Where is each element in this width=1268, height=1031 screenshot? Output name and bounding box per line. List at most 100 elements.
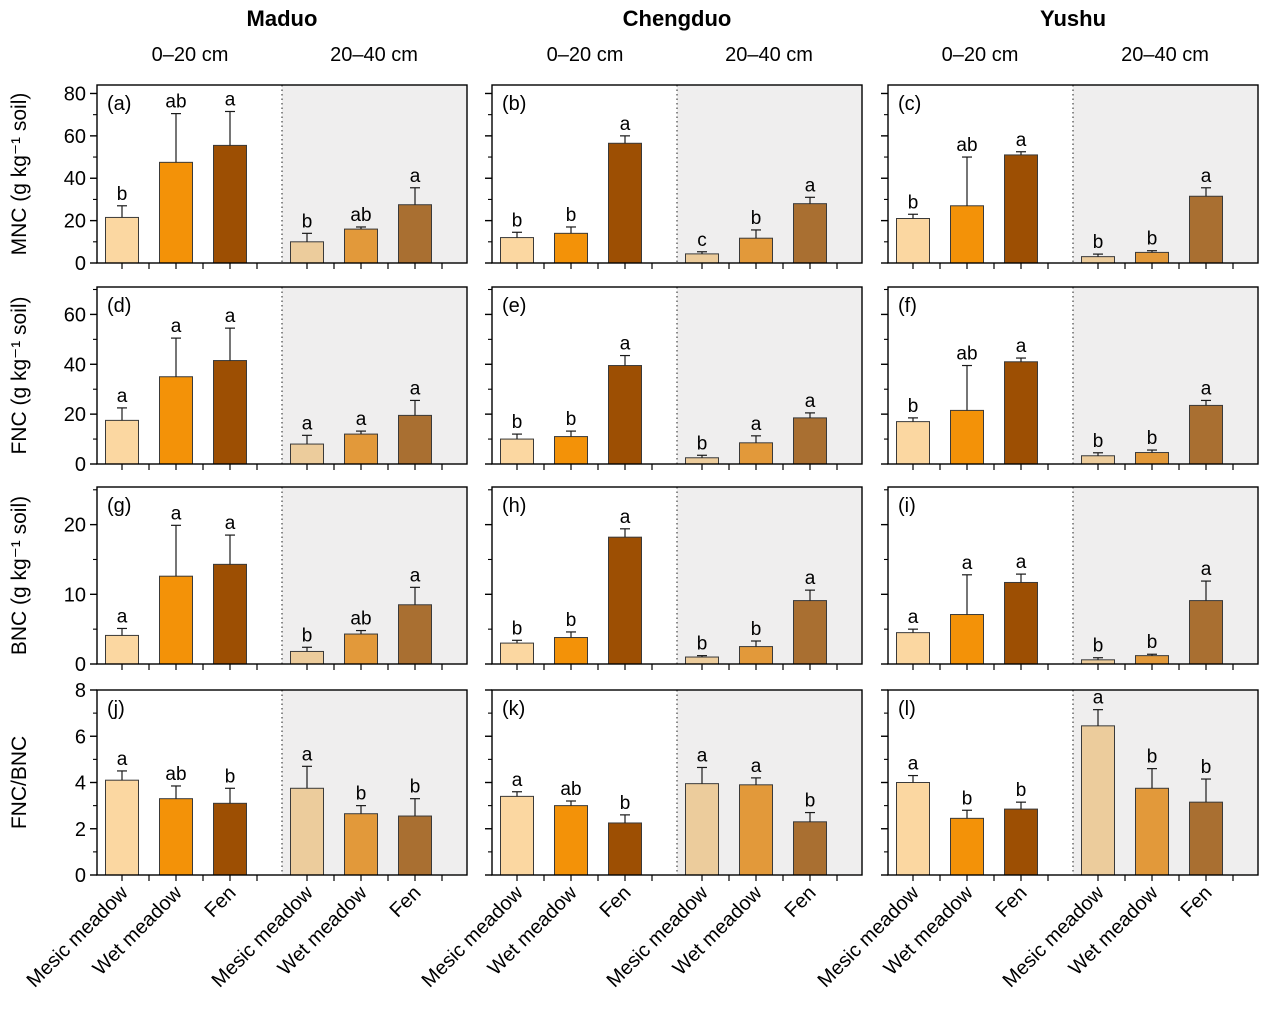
bar-fen [213, 144, 247, 264]
bar-fen [608, 822, 642, 876]
significance-letter: a [908, 754, 919, 775]
significance-letter: a [908, 607, 919, 628]
panel-border [491, 286, 863, 465]
bar-mesic-meadow [685, 656, 719, 665]
significance-letter: b [908, 192, 919, 213]
significance-letter: a [620, 334, 631, 355]
bar-mesic-meadow [105, 419, 139, 465]
panel-d: 0 20 40 60 a a a a a a (d) [64, 286, 468, 476]
panel-h: b b a b b a (h) [485, 486, 863, 670]
significance-letter: b [1147, 747, 1158, 768]
bar-wet-meadow [1135, 452, 1169, 465]
significance-letter: a [302, 744, 313, 765]
significance-letter: b [512, 618, 523, 639]
depth-header-yushu-0-20: 0–20 cm [941, 44, 1019, 66]
significance-letter: b [117, 184, 128, 205]
bar-fen [1004, 361, 1038, 465]
depth-shade-20-40 [1073, 487, 1258, 664]
site-header-chengduo: Chengduo [622, 6, 732, 31]
bar-fen [1189, 600, 1223, 665]
significance-letter: a [171, 316, 182, 337]
depth-header-maduo-0-20: 0–20 cm [151, 44, 229, 66]
significance-letter: b [356, 784, 367, 805]
panel-border [887, 84, 1259, 264]
significance-letter: a [117, 749, 128, 770]
significance-letter: a [1093, 688, 1104, 709]
bar-wet-meadow [554, 436, 588, 465]
significance-letter: a [1016, 552, 1027, 573]
significance-letter: b [225, 766, 236, 787]
significance-letter: b [566, 409, 577, 430]
bar-mesic-meadow [685, 783, 719, 876]
panel-border [96, 689, 468, 876]
y-tick-label: 60 [64, 126, 86, 148]
bar-wet-meadow [1135, 251, 1169, 264]
significance-letter: a [1016, 130, 1027, 151]
panel-letter: (i) [898, 495, 916, 517]
significance-letter: ab [165, 92, 186, 113]
panel-border [96, 84, 468, 264]
panel-border [887, 689, 1259, 876]
significance-letter: a [1201, 166, 1212, 187]
depth-shade-20-40 [677, 487, 862, 664]
bar-fen [1004, 154, 1038, 264]
significance-letter: a [225, 89, 236, 110]
significance-letter: b [512, 412, 523, 433]
y-tick-label: 0 [75, 454, 86, 476]
panel-letter: (f) [898, 295, 917, 317]
bar-mesic-meadow [105, 779, 139, 876]
significance-letter: a [805, 568, 816, 589]
y-axis-label: BNC (g kg⁻¹ soil) [8, 496, 31, 655]
y-tick-label: 20 [64, 211, 86, 233]
significance-letter: b [962, 788, 973, 809]
significance-letter: a [410, 565, 421, 586]
significance-letter: b [805, 791, 816, 812]
significance-letter: b [512, 210, 523, 231]
panel-border [491, 486, 863, 665]
bar-mesic-meadow [1081, 455, 1115, 465]
y-tick-label: 6 [75, 726, 86, 748]
significance-letter: b [302, 211, 313, 232]
bar-mesic-meadow [1081, 725, 1115, 876]
bar-mesic-meadow [290, 787, 324, 876]
significance-letter: a [1201, 559, 1212, 580]
bar-fen [1189, 801, 1223, 876]
bar-fen [1189, 404, 1223, 465]
significance-letter: a [751, 756, 762, 777]
panel-border [491, 689, 863, 876]
bar-wet-meadow [1135, 787, 1169, 876]
significance-letter: c [697, 230, 707, 251]
significance-letter: a [512, 770, 523, 791]
significance-letter: a [620, 507, 631, 528]
bar-wet-meadow [554, 637, 588, 665]
significance-letter: a [225, 306, 236, 327]
bar-fen [608, 142, 642, 264]
significance-letter: b [566, 610, 577, 631]
y-tick-label: 20 [64, 404, 86, 426]
bar-wet-meadow [159, 376, 193, 465]
depth-shade-20-40 [1073, 287, 1258, 464]
bar-wet-meadow [950, 817, 984, 876]
panel-i: a a a b b a (i) [881, 486, 1259, 670]
significance-letter: b [1093, 636, 1104, 657]
bar-wet-meadow [159, 575, 193, 665]
y-tick-label: 40 [64, 168, 86, 190]
significance-letter: ab [956, 135, 977, 156]
y-tick-label: 0 [75, 253, 86, 275]
y-tick-label: 4 [75, 773, 86, 795]
significance-letter: b [697, 433, 708, 454]
depth-header-chengduo-20-40: 20–40 cm [725, 44, 813, 66]
bar-mesic-meadow [685, 253, 719, 264]
bar-mesic-meadow [500, 795, 534, 876]
significance-letter: ab [956, 344, 977, 365]
panel-border [491, 84, 863, 264]
significance-letter: b [1016, 780, 1027, 801]
panel-e: b b a b a a (e) [485, 286, 863, 470]
bar-mesic-meadow [500, 237, 534, 264]
panel-letter: (b) [502, 93, 526, 115]
bar-wet-meadow [950, 614, 984, 665]
significance-letter: a [302, 413, 313, 434]
panel-letter: (j) [107, 698, 125, 720]
